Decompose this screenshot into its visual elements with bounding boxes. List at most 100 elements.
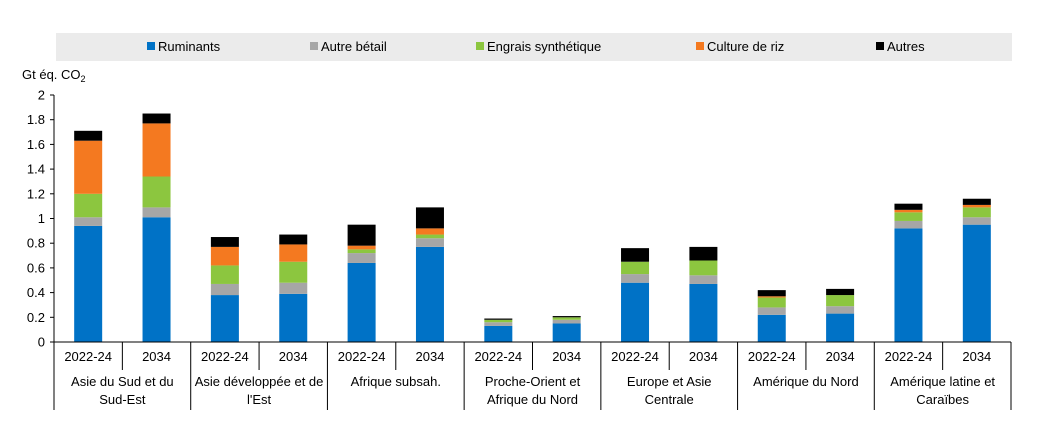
- bar-segment: [347, 253, 376, 263]
- x-tick-label: 2034: [142, 349, 171, 364]
- bar-segment: [962, 224, 991, 342]
- legend-label-ruminants: Ruminants: [158, 39, 221, 54]
- group-label: Centrale: [645, 392, 694, 407]
- bar-segment: [894, 212, 923, 221]
- legend-swatch-ruminants: [147, 42, 155, 50]
- x-tick-label: 2022-24: [64, 349, 112, 364]
- legend-label-autre-betail: Autre bétail: [321, 39, 387, 54]
- bar-segment: [74, 140, 103, 194]
- bar-segment: [347, 262, 376, 342]
- x-tick-label: 2034: [552, 349, 581, 364]
- bar-segment: [415, 234, 444, 239]
- bar-segment: [484, 319, 513, 323]
- y-axis-label: Gt éq. CO2: [22, 67, 86, 84]
- y-tick-label: 2: [38, 88, 45, 103]
- bar-segment: [484, 318, 513, 320]
- y-tick-label: 0: [38, 335, 45, 350]
- bar-segment: [279, 244, 308, 262]
- bars: [74, 113, 991, 342]
- bar-segment: [210, 295, 239, 342]
- x-tick-label: 2022-24: [474, 349, 522, 364]
- bar-segment: [962, 198, 991, 205]
- bar-segment: [757, 307, 786, 315]
- y-tick-label: 0.6: [27, 260, 45, 275]
- bar-segment: [415, 238, 444, 247]
- bar-segment: [74, 193, 103, 218]
- bar-segment: [689, 283, 718, 342]
- bar-segment: [826, 288, 855, 296]
- group-label: Afrique du Nord: [487, 392, 578, 407]
- bar-segment: [552, 323, 581, 342]
- legend-label-culture-de-riz: Culture de riz: [707, 39, 784, 54]
- bar-segment: [279, 261, 308, 283]
- x-tick-label: 2022-24: [611, 349, 659, 364]
- bar-segment: [279, 293, 308, 342]
- bar-segment: [621, 282, 650, 342]
- bar-segment: [962, 217, 991, 225]
- y-tick-label: 0.4: [27, 285, 45, 300]
- bar-segment: [142, 123, 171, 177]
- bar-segment: [415, 228, 444, 235]
- y-tick-label: 1.6: [27, 137, 45, 152]
- bar-segment: [279, 282, 308, 294]
- bar-segment: [210, 237, 239, 247]
- x-tick-label: 2034: [826, 349, 855, 364]
- bar-segment: [142, 113, 171, 124]
- bar-segment: [210, 265, 239, 284]
- bar-segment: [826, 306, 855, 314]
- bar-segment: [894, 203, 923, 210]
- y-tick-label: 1.4: [27, 162, 45, 177]
- y-tick-label: 1: [38, 211, 45, 226]
- bar-segment: [826, 313, 855, 342]
- bar-segment: [757, 314, 786, 342]
- bar-segment: [757, 297, 786, 308]
- legend-swatch-autres: [876, 42, 884, 50]
- group-label: Amérique du Nord: [753, 374, 859, 389]
- legend-swatch-culture-de-riz: [696, 42, 704, 50]
- bar-segment: [142, 207, 171, 218]
- bar-segment: [621, 248, 650, 262]
- y-tick-label: 0.8: [27, 236, 45, 251]
- bar-segment: [894, 220, 923, 229]
- legend-swatch-engrais-synthetique: [476, 42, 484, 50]
- bar-segment: [74, 217, 103, 226]
- group-label: Sud-Est: [99, 392, 146, 407]
- bar-segment: [210, 283, 239, 296]
- bar-segment: [142, 176, 171, 208]
- bar-segment: [552, 317, 581, 320]
- bar-segment: [962, 207, 991, 218]
- bar-segment: [279, 234, 308, 245]
- bar-segment: [894, 228, 923, 342]
- x-tick-label: 2034: [689, 349, 718, 364]
- y-axis: 0 0.2 0.4 0.6 0.8 1 1.2 1.4 1.6 1.8 2: [27, 88, 55, 350]
- group-label: Proche-Orient et: [485, 374, 581, 389]
- group-label: Amérique latine et: [890, 374, 995, 389]
- legend-swatch-autre-betail: [310, 42, 318, 50]
- bar-segment: [689, 246, 718, 261]
- x-axis: 2022-24 2034 2022-24 2034 2022-24 2034 2022-24…: [53, 341, 1012, 410]
- group-label: Afrique subsah.: [351, 374, 441, 389]
- legend-label-engrais-synthetique: Engrais synthétique: [487, 39, 601, 54]
- bar-segment: [962, 204, 991, 208]
- x-tick-label: 2034: [962, 349, 991, 364]
- bar-segment: [757, 296, 786, 298]
- bar-segment: [347, 245, 376, 250]
- bar-segment: [621, 274, 650, 283]
- bar-segment: [142, 217, 171, 342]
- bar-segment: [552, 319, 581, 324]
- group-label: Asie du Sud et du: [71, 374, 174, 389]
- bar-segment: [74, 130, 103, 141]
- x-tick-label: 2034: [416, 349, 445, 364]
- y-tick-label: 0.2: [27, 310, 45, 325]
- group-label: Europe et Asie: [627, 374, 712, 389]
- bar-segment: [552, 316, 581, 318]
- legend: Ruminants Autre bétail Engrais synthétique…: [147, 39, 925, 54]
- group-label: Caraïbes: [916, 392, 969, 407]
- bar-segment: [415, 246, 444, 342]
- legend-background: [56, 33, 1012, 61]
- legend-label-autres: Autres: [887, 39, 925, 54]
- x-tick-label: 2034: [279, 349, 308, 364]
- x-tick-label: 2022-24: [748, 349, 796, 364]
- bar-segment: [74, 225, 103, 342]
- y-tick-label: 1.2: [27, 186, 45, 201]
